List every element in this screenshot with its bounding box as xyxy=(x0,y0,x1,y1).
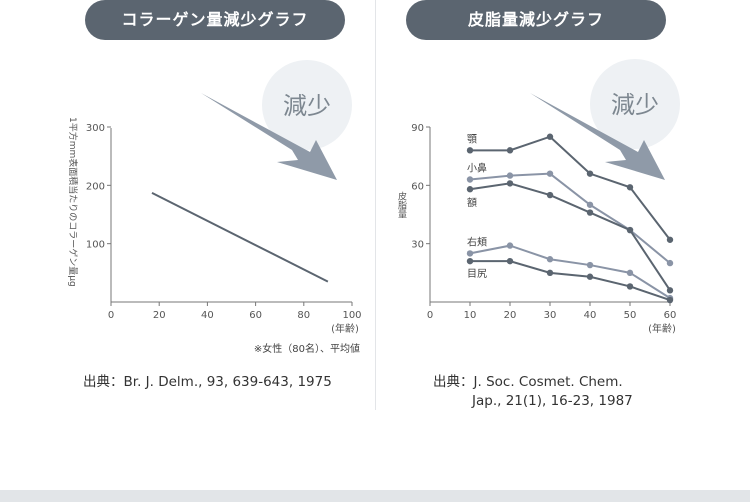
chart2-x-tick-label: 10 xyxy=(464,310,477,321)
decrease-arrow-1 xyxy=(201,93,337,180)
chart2-y-tick-label: 90 xyxy=(411,123,424,134)
chart2-x-tick-label: 0 xyxy=(427,310,433,321)
sebum-data-point xyxy=(546,170,554,177)
sebum-series-line xyxy=(470,135,671,241)
chart1-y-tick-label: 100 xyxy=(86,240,105,251)
chart1-x-tick-label: 60 xyxy=(249,310,262,321)
sebum-data-point xyxy=(466,147,474,154)
chart1-y-tick-label: 300 xyxy=(86,123,105,134)
sebum-series-label: 小鼻 xyxy=(467,162,487,175)
sebum-data-point xyxy=(506,147,514,154)
sebum-data-point xyxy=(586,261,594,269)
sebum-data-point xyxy=(466,176,474,183)
sebum-data-point xyxy=(506,172,514,179)
chart2-x-tick-label: 30 xyxy=(544,310,557,321)
chart1-x-tick-label: 40 xyxy=(201,310,214,321)
sebum-data-point xyxy=(546,133,554,140)
collagen-chart-title: コラーゲン量減少グラフ xyxy=(85,0,345,40)
sebum-series-label: 額 xyxy=(467,196,477,209)
sebum-series-label: 右頬 xyxy=(467,235,487,248)
sebum-series-label: 顎 xyxy=(467,133,477,145)
sebum-series-line xyxy=(469,182,671,291)
decrease-arrow-2 xyxy=(530,93,665,180)
chart1-x-tick-label: 20 xyxy=(153,310,166,321)
chart2-x-tick-label: 60 xyxy=(664,310,677,321)
sebum-data-point xyxy=(626,269,634,277)
sebum-data-point xyxy=(586,170,594,177)
bottom-band xyxy=(0,490,750,502)
sebum-data-point xyxy=(586,201,594,208)
chart2-y-tick-label: 60 xyxy=(411,181,424,192)
chart1-xlabel: (年齢) xyxy=(331,322,359,335)
sebum-data-point xyxy=(466,186,474,193)
sebum-data-point xyxy=(666,296,674,304)
sebum-series-label: 目尻 xyxy=(467,268,487,280)
chart2-x-tick-label: 50 xyxy=(624,310,637,321)
sebum-series-line xyxy=(469,172,671,264)
decrease-badge-1-label: 減少 xyxy=(283,92,331,120)
sebum-series-line xyxy=(470,260,671,302)
sebum-data-point xyxy=(466,257,474,265)
chart2-ylabel: 皮脂量 xyxy=(396,190,407,218)
sebum-source-line2: Jap., 21(1), 16-23, 1987 xyxy=(472,393,633,409)
chart1-y-tick-label: 200 xyxy=(86,181,105,192)
chart2-x-tick-label: 40 xyxy=(584,310,597,321)
sebum-data-point xyxy=(506,242,514,249)
sebum-data-point xyxy=(666,259,674,267)
sebum-data-point xyxy=(666,236,674,243)
sebum-data-point xyxy=(586,273,594,280)
sebum-chart-title: 皮脂量減少グラフ xyxy=(406,0,666,40)
sebum-data-point xyxy=(546,191,554,199)
sebum-data-point xyxy=(626,184,634,191)
sebum-series-line xyxy=(469,244,671,299)
chart1-x-tick-label: 100 xyxy=(342,310,361,321)
chart2-y-tick-label: 30 xyxy=(411,240,424,251)
chart1-x-tick-label: 80 xyxy=(297,310,310,321)
sebum-source-line1: 出典：J. Soc. Cosmet. Chem. xyxy=(433,374,623,390)
sebum-data-point xyxy=(626,226,634,234)
sebum-data-point xyxy=(466,250,474,257)
decrease-badge-2 xyxy=(590,59,680,149)
collagen-trend-line xyxy=(151,192,329,283)
chart1-x-tick-label: 0 xyxy=(108,310,114,321)
chart1-ylabel: 1平方mm表面積当たりのコラーゲン量μg xyxy=(67,117,79,287)
sebum-data-point xyxy=(666,287,674,294)
decrease-badge-1 xyxy=(262,60,352,150)
sebum-data-point xyxy=(506,257,514,265)
decrease-badge-2-label: 減少 xyxy=(611,91,659,119)
sebum-data-point xyxy=(546,256,554,263)
sebum-source: 出典：J. Soc. Cosmet. Chem. Jap., 21(1), 16… xyxy=(433,373,633,411)
sebum-data-point xyxy=(546,269,554,277)
sebum-data-point xyxy=(506,180,514,187)
chart2-x-tick-label: 20 xyxy=(504,310,517,321)
collagen-source: 出典：Br. J. Delm., 93, 639-643, 1975 xyxy=(83,374,332,390)
sebum-data-point xyxy=(626,283,634,290)
chart1-note: ※女性（80名）、平均値 xyxy=(254,342,360,355)
chart2-xlabel: (年齢) xyxy=(648,322,676,335)
column-divider xyxy=(375,0,376,410)
sebum-data-point xyxy=(586,209,594,216)
